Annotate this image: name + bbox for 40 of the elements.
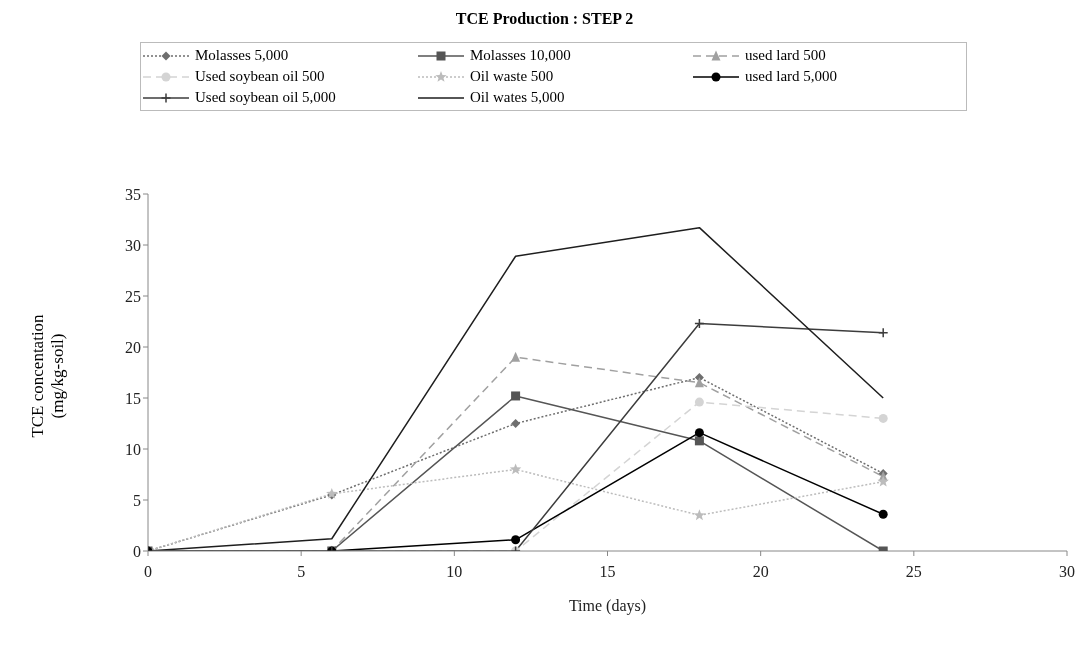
y-tick-label: 25 (125, 287, 141, 305)
x-tick-label: 10 (446, 563, 463, 581)
legend-label: Molasses 10,000 (470, 47, 571, 64)
legend-label: used lard 500 (745, 47, 826, 64)
point (693, 509, 706, 521)
legend-label: Used soybean oil 500 (195, 68, 325, 85)
y-tick-label: 35 (125, 185, 141, 203)
y-tick-label: 15 (125, 389, 141, 407)
legend-label: Oil waste 500 (470, 68, 554, 85)
legend-label: Oil wates 5,000 (470, 89, 565, 106)
x-axis-title: Time (days) (568, 597, 647, 615)
point (878, 509, 888, 519)
x-tick-label: 5 (297, 563, 306, 581)
point (878, 413, 888, 423)
y-tick-label: 0 (133, 542, 141, 560)
x-tick-label: 30 (1059, 563, 1075, 581)
point (509, 463, 522, 475)
x-tick-label: 0 (144, 563, 152, 581)
legend-label: Molasses 5,000 (195, 47, 289, 64)
x-tick-label: 20 (752, 563, 769, 581)
y-tick-label: 30 (125, 236, 141, 254)
y-axis-title: TCE concentation (mg/kg-soil) (28, 313, 68, 440)
point (694, 377, 704, 388)
point (511, 351, 521, 362)
point (511, 391, 521, 401)
point (877, 475, 889, 487)
point (511, 535, 521, 545)
legend-label: Used soybean oil 5,000 (195, 89, 336, 106)
y-tick-label: 20 (125, 338, 141, 356)
y-tick-label: 5 (133, 491, 141, 509)
legend-label: used lard 5,000 (745, 68, 838, 85)
point (511, 419, 521, 428)
point (694, 436, 704, 446)
point (877, 327, 889, 338)
x-tick-label: 25 (905, 563, 922, 581)
chart-title: TCE Production : STEP 2 (454, 10, 635, 28)
point (694, 397, 704, 407)
point (694, 428, 704, 438)
x-tick-label: 15 (599, 563, 616, 581)
y-tick-label: 10 (125, 440, 141, 458)
